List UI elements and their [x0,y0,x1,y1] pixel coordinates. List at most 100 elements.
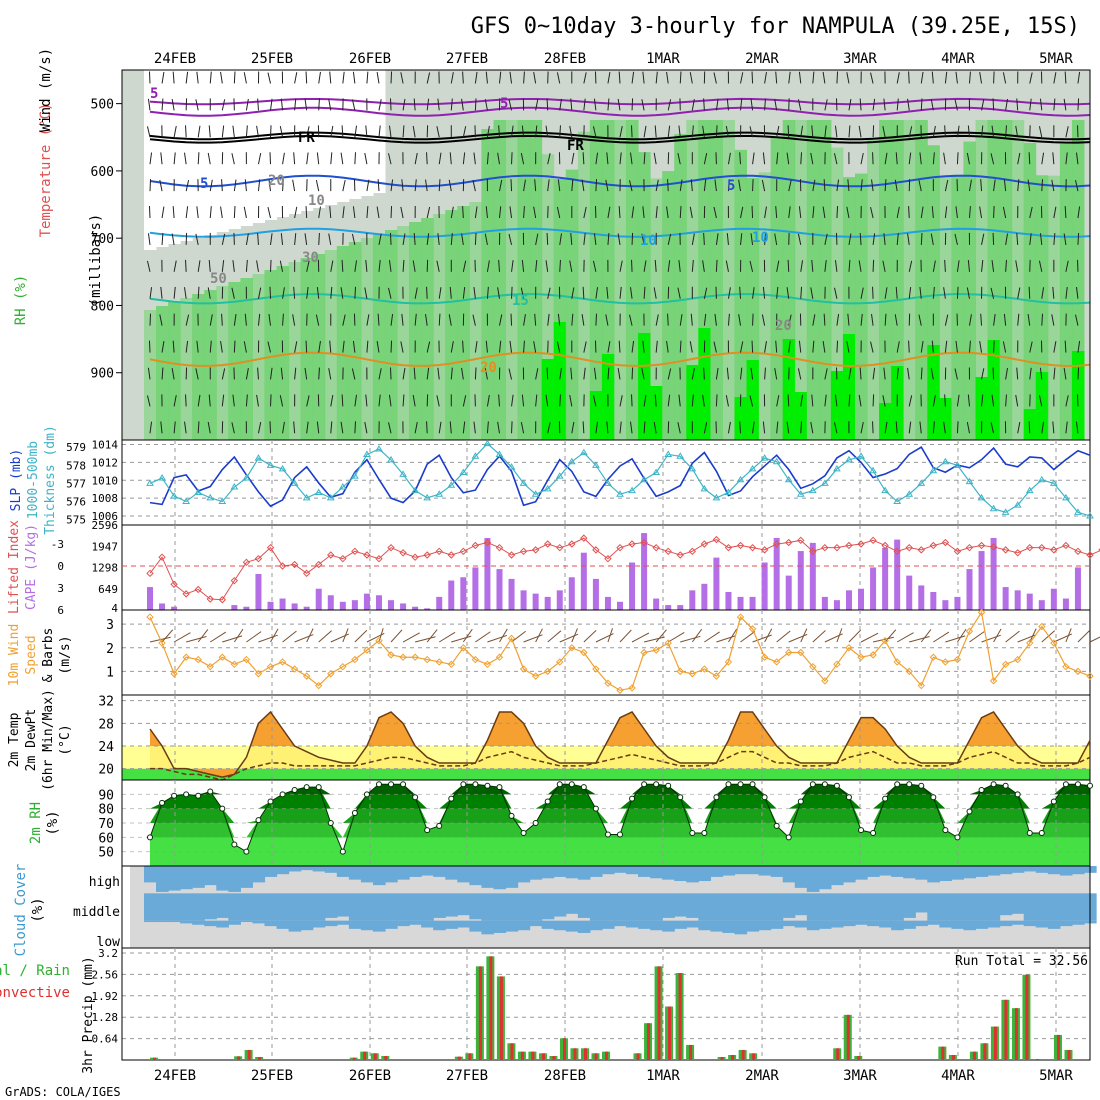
wind-barb [535,259,538,272]
wind-barb [523,179,526,192]
wind-barb [776,260,780,272]
thickness-point [724,488,733,495]
cape-bar [894,539,901,610]
wind-barb [896,72,900,84]
cloud-bar-middle [939,893,953,921]
wind-barb [920,232,923,245]
wind-point [833,660,841,669]
wind-barb [352,206,356,219]
wind-barb [245,125,248,138]
rh-point [592,805,599,812]
cloud-bar-middle [1035,893,1049,921]
cloud-bar-high [360,866,374,883]
wind-barb [725,125,729,138]
wind-barb [425,179,428,192]
thickness-point [965,477,974,485]
cloud-bar-middle [216,893,229,918]
wind-barb [316,152,320,165]
cloud-bar-low [1047,920,1061,929]
rh-point [870,830,877,837]
wind-barb [836,628,843,643]
wind-barb [306,260,310,272]
wind-barb [1017,152,1021,165]
wind-barb [703,153,708,165]
wind-barb [655,206,658,219]
cape-bar [159,603,166,610]
wind-barb [691,233,695,245]
wind-barb [630,421,633,434]
wind-barb [172,71,175,84]
wind-barb [1075,180,1079,192]
wind-barb [306,628,314,643]
cloud-bar-middle [650,893,663,921]
wind-barb [677,287,681,299]
rh-moist-band [589,120,603,440]
cape-bar [604,596,611,610]
cloud-bar-high [589,866,603,877]
thickness-point [820,479,829,486]
wind-barb [713,206,717,219]
wind-barb [378,394,381,407]
li-point [556,543,564,552]
wind-barb [1065,421,1068,434]
wind-barb [715,98,719,111]
wind-barb [896,233,899,245]
cloud-bar-low [915,920,928,927]
cloud-bar-low [734,920,748,935]
thickness-point [170,492,178,499]
wind-barb [619,421,622,434]
cloud-bar-high [493,866,507,890]
wind-barb [824,633,843,643]
rh-moist-band [469,202,482,440]
wind-barb [486,286,489,299]
wind-barb [606,286,609,299]
wind-barb [667,260,671,272]
wind-barb [378,99,382,111]
run-total-label: Run Total = 32.56 [955,954,1088,969]
rh-dry-region [264,70,278,220]
cloud-bar-middle [288,893,302,921]
thickness-point [869,466,877,474]
wind-barb [944,340,948,353]
wind-barb [449,152,452,165]
cloud-bar-low [541,920,555,929]
wind-barb [510,313,513,326]
slp-tick-label: 1012 [92,456,119,469]
wind-barb [270,125,272,138]
wind-barb [1028,421,1031,434]
wind-barb [438,631,456,643]
wind-barb [400,341,404,353]
wind-point [664,639,672,647]
wind-barb [330,394,334,407]
wind-barb [173,632,191,643]
rh-point [363,791,370,798]
rh-dry-region [324,70,338,205]
wind-barb [643,152,646,165]
precip-convective-bar [153,1057,157,1060]
wind-barb [366,179,370,192]
wind-point [676,667,684,676]
rh-point [400,781,407,788]
rh-dry-region [180,70,193,241]
precip-convective-bar [237,1056,241,1060]
wind-point [206,662,214,671]
wind-barb [1053,98,1056,111]
wind-barb [883,98,886,111]
wind-barb [147,98,151,111]
wind-barb [860,422,864,434]
wind-barb [764,71,767,84]
wind-barb [378,260,381,272]
wind-barb [894,179,898,192]
wind-barb [292,179,296,192]
wind-barb [822,206,826,219]
cloud-bar-middle [192,893,205,921]
wind-barb [727,179,730,192]
cloud-bar-low [204,920,217,927]
wind-barb [305,206,308,219]
rh-dry-region [360,70,374,196]
cloud-bar-middle [903,893,916,918]
wind-barb [689,72,693,84]
thickness-point [423,493,432,501]
wind-barb [498,340,502,353]
wind-barb [738,314,742,326]
